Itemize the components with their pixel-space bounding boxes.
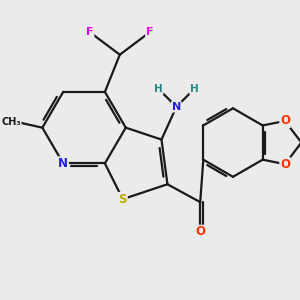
Text: O: O xyxy=(195,225,205,239)
Text: O: O xyxy=(280,115,290,128)
Text: CH₃: CH₃ xyxy=(1,117,21,127)
Text: H: H xyxy=(154,84,163,94)
Text: F: F xyxy=(86,27,94,37)
Text: N: N xyxy=(172,102,181,112)
Text: N: N xyxy=(58,157,68,170)
Text: H: H xyxy=(190,84,199,94)
Text: O: O xyxy=(280,158,290,171)
Text: F: F xyxy=(146,27,153,37)
Text: S: S xyxy=(118,193,127,206)
